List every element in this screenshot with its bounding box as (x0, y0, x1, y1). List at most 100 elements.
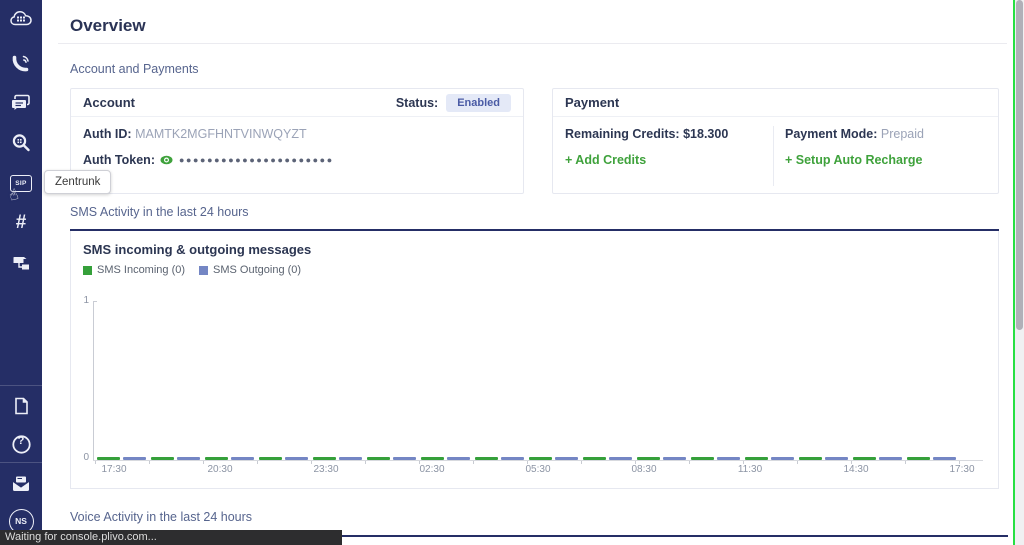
plivo-cloud-icon (9, 7, 33, 31)
bar-sms-incoming (529, 457, 552, 460)
page-title: Overview (70, 16, 146, 36)
account-panel-title: Account (83, 95, 135, 110)
bar-sms-outgoing (555, 457, 578, 460)
voice-activity-heading: Voice Activity in the last 24 hours (70, 510, 253, 524)
phone-icon (10, 52, 32, 74)
payment-panel: Payment Remaining Credits: $18.300 + Add… (552, 88, 999, 194)
bar-sms-incoming (907, 457, 930, 460)
x-minor-tick (419, 461, 420, 464)
bar-sms-outgoing (177, 457, 200, 460)
browser-status-bar: Waiting for console.plivo.com... (0, 530, 342, 545)
y-tick-0: 0 (83, 452, 89, 463)
x-tick-label: 23:30 (313, 464, 339, 475)
bar-sms-incoming (799, 457, 822, 460)
bar-sms-incoming (97, 457, 120, 460)
sip-label: SIP (15, 179, 27, 187)
auth-id-label: Auth ID: (83, 127, 132, 141)
sidebar-item-phone-numbers[interactable]: # (0, 208, 42, 238)
bar-sms-outgoing (339, 457, 362, 460)
bar-sms-incoming (691, 457, 714, 460)
bar-sms-outgoing (123, 457, 146, 460)
x-minor-tick (95, 461, 96, 464)
sip-trunk-icon: SIP (10, 174, 32, 192)
y-tick-mark-top (93, 301, 97, 302)
sidebar-item-docs[interactable] (0, 391, 42, 421)
bar-sms-incoming (421, 457, 444, 460)
bar-sms-incoming (853, 457, 876, 460)
sidebar-item-messaging[interactable] (0, 88, 42, 118)
scrollbar-track[interactable] (1015, 0, 1024, 545)
bar-sms-incoming (745, 457, 768, 460)
x-tick-label: 05:30 (525, 464, 551, 475)
voice-section-rule (70, 535, 1008, 537)
bar-sms-outgoing (771, 457, 794, 460)
x-tick-label: 02:30 (419, 464, 445, 475)
x-minor-tick (635, 461, 636, 464)
x-minor-tick (743, 461, 744, 464)
x-tick-label: 14:30 (843, 464, 869, 475)
x-minor-tick (851, 461, 852, 464)
remaining-credits-row: Remaining Credits: $18.300 (565, 127, 728, 141)
add-credits-link[interactable]: + Add Credits (565, 153, 647, 167)
x-tick-label: 17:30 (949, 464, 975, 475)
sms-section-rule (70, 229, 999, 231)
show-token-eye-icon[interactable] (160, 155, 176, 169)
sidebar-item-phlo[interactable] (0, 248, 42, 278)
bar-sms-outgoing (609, 457, 632, 460)
bar-sms-incoming (637, 457, 660, 460)
x-minor-tick (527, 461, 528, 464)
bar-sms-outgoing (501, 457, 524, 460)
x-minor-tick (257, 461, 258, 464)
bar-sms-outgoing (663, 457, 686, 460)
account-panel-header: Account Status: Enabled (71, 89, 523, 117)
setup-auto-recharge-link[interactable]: + Setup Auto Recharge (785, 153, 923, 167)
sidebar-item-logo[interactable] (0, 4, 42, 34)
x-tick-label: 11:30 (737, 464, 763, 475)
sidebar-item-zentrunk[interactable]: SIP (0, 168, 42, 198)
x-tick-label: 17:30 (101, 464, 127, 475)
x-minor-tick (689, 461, 690, 464)
flow-nodes-icon (10, 252, 32, 274)
x-tick-label: 20:30 (207, 464, 233, 475)
bar-sms-incoming (475, 457, 498, 460)
payment-panel-header: Payment (553, 89, 998, 117)
y-tick-1: 1 (83, 295, 89, 306)
bar-sms-outgoing (825, 457, 848, 460)
search-icon (10, 132, 32, 154)
sidebar-item-lookup[interactable] (0, 128, 42, 158)
sidebar-item-billing[interactable] (0, 469, 42, 499)
sms-chart-plot: 1 0 17:30 20:30 23:30 02:30 05:30 08:30 11:30 1… (71, 231, 1000, 489)
x-minor-tick (905, 461, 906, 464)
x-minor-tick (473, 461, 474, 464)
main-content: Overview Account and Payments Account St… (42, 0, 1013, 545)
x-minor-tick (203, 461, 204, 464)
scroll-indicator-green-line (1013, 0, 1015, 545)
bar-sms-outgoing (393, 457, 416, 460)
legend-item-incoming: SMS Incoming (0) (83, 264, 185, 276)
x-tick-label: 08:30 (631, 464, 657, 475)
outgoing-swatch-icon (199, 265, 209, 275)
x-minor-tick (365, 461, 366, 464)
remaining-credits-value: $18.300 (683, 127, 729, 141)
header-divider (58, 43, 1007, 44)
scrollbar-thumb[interactable] (1016, 0, 1023, 330)
sidebar-divider-upper (0, 385, 42, 386)
auth-id-value: MAMTK2MGFHNTVINWQYZT (135, 127, 307, 141)
question-mark-glyph: ? (17, 434, 25, 447)
sidebar-item-help[interactable]: ? (0, 429, 42, 459)
auth-token-masked-value: ●●●●●●●●●●●●●●●●●●●●●● (178, 155, 334, 165)
sidebar-item-voice[interactable] (0, 48, 42, 78)
hash-icon: # (15, 212, 27, 233)
remaining-credits-label: Remaining Credits: (565, 127, 680, 141)
sms-chart-panel: SMS incoming & outgoing messages SMS Inc… (70, 231, 999, 489)
legend-incoming-label: SMS Incoming (0) (97, 264, 186, 276)
y-axis-line (93, 301, 94, 460)
bar-sms-outgoing (447, 457, 470, 460)
legend-item-outgoing: SMS Outgoing (0) (199, 264, 301, 276)
x-minor-tick (581, 461, 582, 464)
bar-sms-outgoing (933, 457, 956, 460)
sms-activity-heading: SMS Activity in the last 24 hours (70, 205, 249, 219)
chat-bubbles-icon (10, 92, 32, 114)
payment-columns-divider (773, 126, 774, 186)
